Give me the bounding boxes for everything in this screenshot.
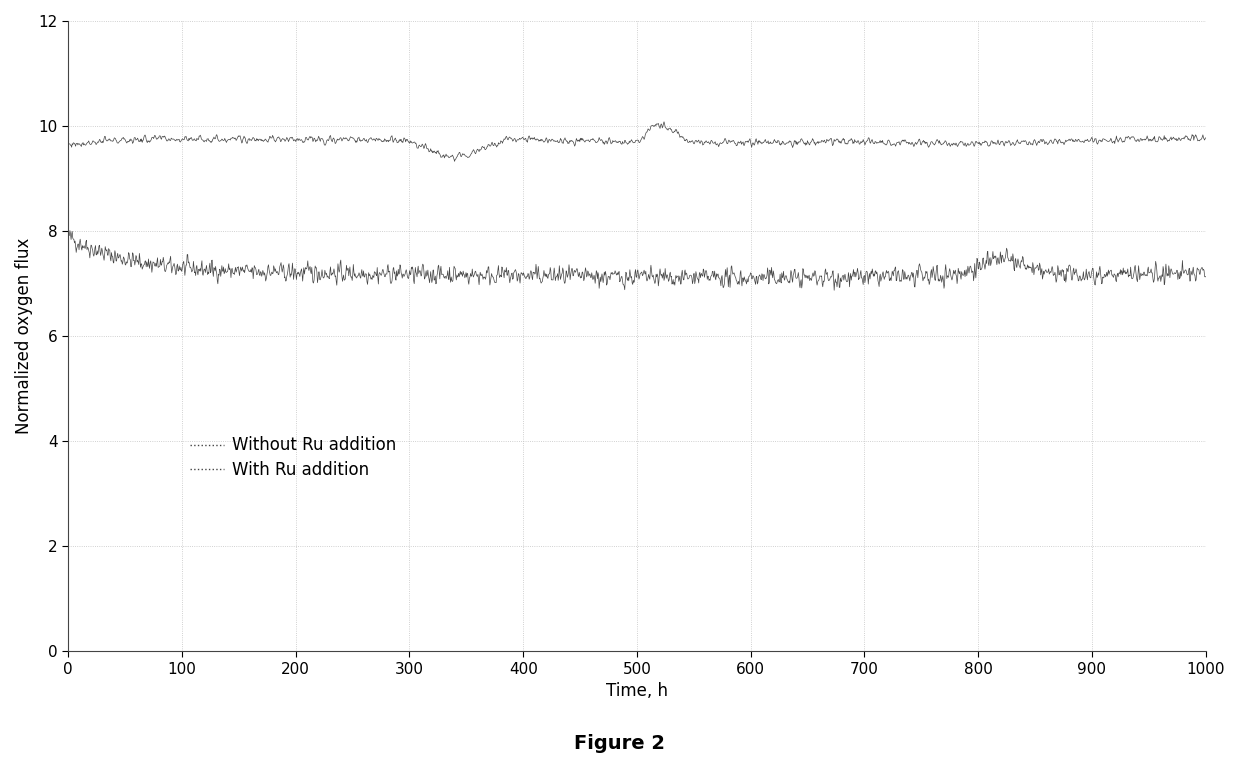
Y-axis label: Normalized oxygen flux: Normalized oxygen flux bbox=[15, 238, 33, 435]
Legend: Without Ru addition, With Ru addition: Without Ru addition, With Ru addition bbox=[190, 437, 397, 479]
X-axis label: Time, h: Time, h bbox=[606, 683, 668, 700]
Text: Figure 2: Figure 2 bbox=[574, 734, 666, 753]
